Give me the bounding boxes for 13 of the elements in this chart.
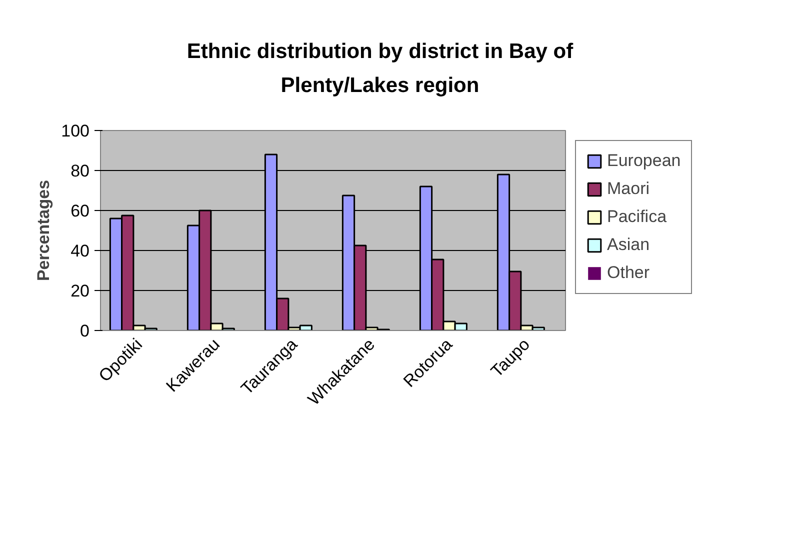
legend-label: Pacifica (607, 207, 667, 227)
legend-label: Asian (607, 235, 650, 255)
legend-label: Other (607, 263, 650, 283)
legend-label: Maori (607, 179, 650, 199)
chart-title: Ethnic distribution by district in Bay of Plenty/Lakes region (186, 39, 574, 99)
legend-label: European (607, 151, 681, 171)
y-tick-label: 20 (70, 282, 90, 300)
y-tick-label: 100 (61, 122, 90, 140)
y-tick-label: 60 (70, 202, 90, 220)
y-tick-label: 80 (70, 162, 90, 180)
y-axis-title: Percentages (34, 180, 54, 282)
y-tick-label: 0 (80, 322, 90, 340)
y-tick-label: 40 (70, 242, 90, 260)
